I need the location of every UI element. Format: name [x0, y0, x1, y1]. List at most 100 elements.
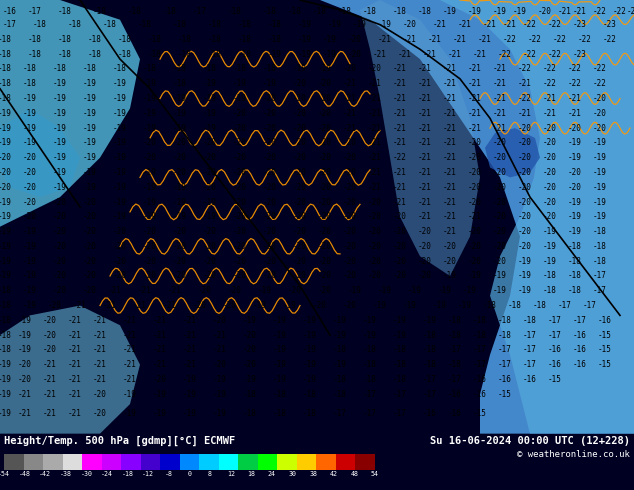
Text: -20: -20 — [493, 153, 507, 162]
Text: -19: -19 — [53, 123, 67, 133]
Text: -18: -18 — [113, 65, 127, 74]
Text: -20: -20 — [318, 227, 332, 236]
Text: -19: -19 — [0, 390, 12, 399]
Text: -20: -20 — [53, 242, 67, 251]
Text: -19: -19 — [303, 331, 317, 340]
Text: -20: -20 — [223, 301, 237, 310]
Text: -18: -18 — [268, 35, 282, 44]
Text: -18: -18 — [163, 7, 177, 16]
Text: -20: -20 — [93, 410, 107, 418]
Text: -20: -20 — [243, 331, 257, 340]
Text: -21: -21 — [183, 345, 197, 354]
Text: -21: -21 — [368, 138, 382, 147]
Text: -19: -19 — [0, 257, 12, 266]
Text: -19: -19 — [0, 123, 12, 133]
Text: -20: -20 — [468, 138, 482, 147]
Text: -19: -19 — [363, 331, 377, 340]
Text: -20: -20 — [233, 183, 247, 192]
Text: -20: -20 — [468, 197, 482, 207]
Text: -21: -21 — [503, 20, 517, 29]
Text: -19: -19 — [373, 301, 387, 310]
Text: -18: -18 — [138, 20, 152, 29]
Text: -17: -17 — [393, 390, 407, 399]
Text: -20: -20 — [443, 257, 457, 266]
Text: -21: -21 — [468, 65, 482, 74]
Text: -20: -20 — [203, 153, 217, 162]
Text: -20: -20 — [263, 123, 277, 133]
Text: -20: -20 — [493, 257, 507, 266]
Text: -18: -18 — [23, 65, 37, 74]
Text: -19: -19 — [113, 168, 127, 177]
Text: -22: -22 — [603, 35, 617, 44]
Bar — [101, 454, 121, 470]
Text: -20: -20 — [318, 79, 332, 88]
Text: -20: -20 — [203, 257, 217, 266]
Text: -22: -22 — [543, 79, 557, 88]
Text: -19: -19 — [233, 79, 247, 88]
Text: -18: -18 — [243, 390, 257, 399]
Text: -21: -21 — [428, 35, 442, 44]
Text: -15: -15 — [473, 410, 487, 418]
Text: 54: 54 — [371, 471, 379, 477]
Text: -19: -19 — [53, 138, 67, 147]
Text: -21: -21 — [368, 123, 382, 133]
Text: -18: -18 — [103, 20, 117, 29]
Text: -20: -20 — [368, 227, 382, 236]
Text: -20: -20 — [368, 65, 382, 74]
Text: -20: -20 — [213, 360, 227, 369]
Text: -17: -17 — [448, 375, 462, 384]
Text: -20: -20 — [233, 168, 247, 177]
Text: -19: -19 — [0, 410, 12, 418]
Text: -22: -22 — [613, 7, 627, 16]
Text: -20: -20 — [493, 168, 507, 177]
Text: -21: -21 — [468, 94, 482, 103]
Text: -21: -21 — [418, 94, 432, 103]
Text: -20: -20 — [263, 94, 277, 103]
Text: -20: -20 — [293, 271, 307, 280]
Text: -18: -18 — [313, 7, 327, 16]
Text: -19: -19 — [303, 360, 317, 369]
Text: -20: -20 — [153, 375, 167, 384]
Text: -21: -21 — [213, 331, 227, 340]
Text: -18: -18 — [333, 390, 347, 399]
Text: -19: -19 — [333, 316, 347, 325]
Text: -19: -19 — [303, 316, 317, 325]
Text: -19: -19 — [183, 410, 197, 418]
Text: -18: -18 — [148, 49, 162, 59]
Text: -20: -20 — [53, 271, 67, 280]
Text: -21: -21 — [68, 410, 82, 418]
Text: -20: -20 — [93, 390, 107, 399]
Text: Su 16-06-2024 00:00 UTC (12+228): Su 16-06-2024 00:00 UTC (12+228) — [430, 436, 630, 446]
Text: -21: -21 — [93, 331, 107, 340]
Text: -21: -21 — [443, 123, 457, 133]
Text: -21: -21 — [93, 345, 107, 354]
Text: -19: -19 — [493, 7, 507, 16]
Text: -19: -19 — [23, 242, 37, 251]
Text: -19: -19 — [518, 286, 532, 295]
Text: 42: 42 — [330, 471, 338, 477]
Text: -20: -20 — [193, 301, 207, 310]
Text: -19: -19 — [83, 123, 97, 133]
Text: -18: -18 — [0, 331, 12, 340]
Bar — [23, 454, 43, 470]
Text: -21: -21 — [393, 109, 407, 118]
Text: -18: -18 — [393, 375, 407, 384]
Text: -19: -19 — [458, 301, 472, 310]
Text: -21: -21 — [68, 360, 82, 369]
Text: -19: -19 — [568, 212, 582, 221]
Bar — [4, 454, 23, 470]
Text: 24: 24 — [268, 471, 276, 477]
Text: -19: -19 — [113, 197, 127, 207]
Text: -16: -16 — [598, 316, 612, 325]
Text: -16: -16 — [498, 375, 512, 384]
Text: -20: -20 — [228, 286, 242, 295]
Text: -20: -20 — [368, 257, 382, 266]
Text: -20: -20 — [263, 227, 277, 236]
Text: -19: -19 — [468, 7, 482, 16]
Text: -20: -20 — [543, 183, 557, 192]
Text: -19: -19 — [243, 375, 257, 384]
Polygon shape — [360, 0, 480, 276]
Text: -21: -21 — [418, 212, 432, 221]
Text: 30: 30 — [288, 471, 297, 477]
Text: 8: 8 — [208, 471, 212, 477]
